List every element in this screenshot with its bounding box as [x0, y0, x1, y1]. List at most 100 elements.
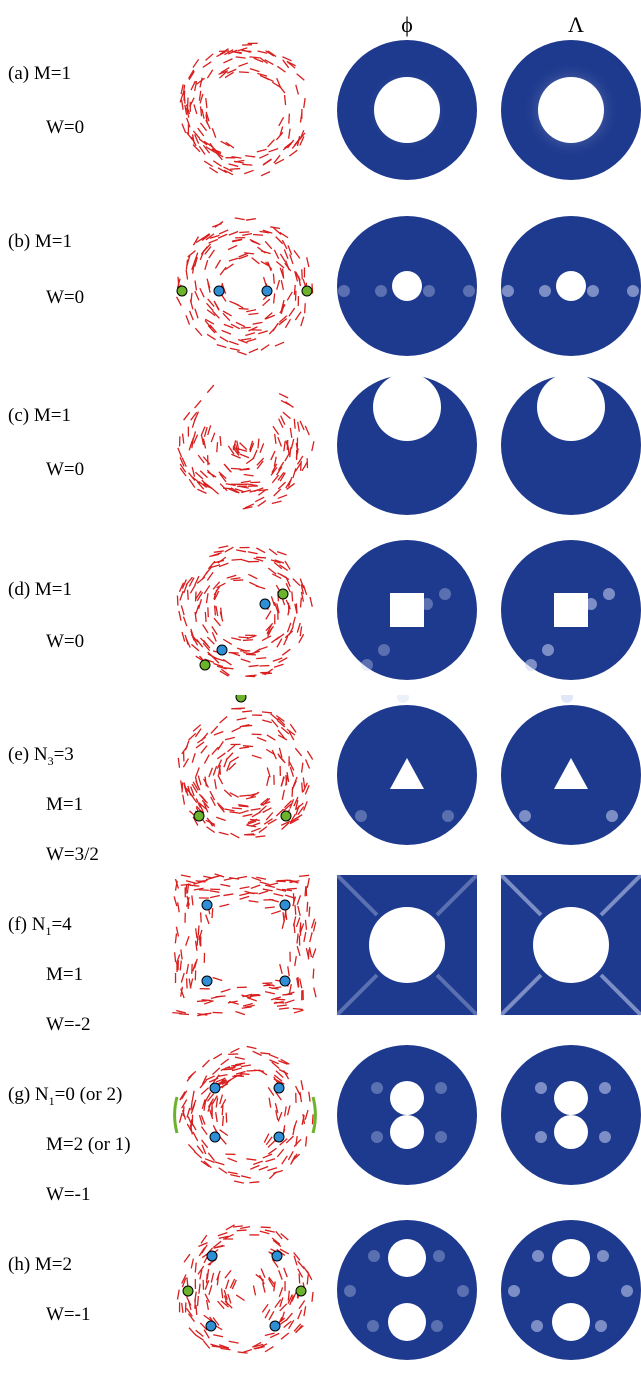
director-dash [249, 442, 255, 453]
director-dash [221, 1080, 230, 1089]
lambda-field-f [499, 873, 641, 1017]
director-dash [279, 564, 288, 572]
lambda-field-h [501, 1220, 641, 1360]
director-dash [219, 1129, 229, 1137]
director-dash [294, 1085, 301, 1096]
director-dash [190, 1100, 193, 1111]
row-f-label-line-2: W=-2 [46, 1015, 90, 1034]
director-dash [283, 94, 287, 106]
row-c-label-line-0: (c) M=1 [8, 406, 71, 425]
director-dash [188, 310, 194, 321]
director-dash [199, 77, 203, 88]
director-dash [187, 1313, 195, 1323]
director-dash [206, 302, 214, 312]
director-dash [195, 767, 200, 778]
defect-streaks [519, 695, 618, 822]
director-dash [290, 815, 301, 823]
director-dash [210, 487, 219, 495]
director-dash [209, 1109, 214, 1120]
director-dash [264, 312, 273, 320]
director-dash [220, 1065, 231, 1072]
director-dash [293, 1138, 302, 1147]
director-dash [202, 438, 207, 449]
director-dash [224, 736, 235, 741]
director-dash [261, 635, 272, 642]
director-dash [283, 1106, 287, 1117]
director-dash [212, 160, 223, 167]
director-dash [203, 754, 210, 764]
director-dash [211, 552, 222, 557]
label-subscript: 1 [48, 1093, 55, 1108]
director-dash [197, 879, 208, 883]
director-dash [210, 564, 221, 569]
director-dash [263, 818, 273, 825]
director-dash [199, 93, 204, 104]
director-dash [284, 560, 291, 570]
director-dash [296, 895, 302, 905]
director-dash [288, 731, 295, 741]
defect-minus-marker [271, 1250, 283, 1262]
director-dash [190, 411, 198, 421]
director-dash [197, 454, 205, 464]
director-dash [256, 657, 267, 660]
director-dash [180, 949, 183, 960]
director-dash [243, 473, 254, 477]
director-dash [208, 238, 219, 244]
director-dash [227, 1293, 232, 1304]
director-dash [298, 1273, 301, 1284]
director-dash [237, 47, 248, 52]
phi-field-e [337, 695, 477, 845]
director-dash [216, 1270, 221, 1281]
director-dash [259, 153, 269, 159]
row-tag: (f) [8, 914, 32, 935]
director-dash [250, 884, 261, 890]
director-dash [278, 1007, 289, 1010]
director-dash [231, 807, 242, 810]
director-dash [278, 1287, 284, 1298]
director-dash [192, 144, 201, 153]
director-dash [185, 883, 188, 894]
director-dash [283, 1320, 292, 1328]
director-dash [177, 447, 183, 458]
director-dash [308, 906, 311, 917]
director-dash [218, 1235, 229, 1240]
director-dash [204, 776, 208, 787]
defect-minus-marker [213, 285, 225, 297]
phi-column-header: ϕ [401, 12, 413, 37]
director-dash [199, 122, 208, 132]
director-dash [306, 1270, 313, 1281]
director-dash [265, 622, 274, 632]
director-dash [279, 1303, 288, 1312]
director-dash [295, 917, 301, 928]
director-dash [206, 333, 216, 341]
director-dash [254, 496, 265, 503]
director-dash [285, 1312, 293, 1322]
director-dash [185, 107, 190, 118]
director-dash [295, 603, 298, 614]
director-dash [296, 933, 299, 944]
director-dash [248, 348, 259, 354]
row-h-label-line-1: W=-1 [46, 1305, 90, 1324]
director-dash [211, 128, 217, 138]
director-dash [181, 123, 187, 134]
director-dash [289, 766, 295, 777]
director-dash [225, 752, 234, 761]
director-dash [189, 884, 200, 887]
director-dash [247, 551, 258, 555]
director-dashes [179, 42, 306, 177]
boundary-arc-left [173, 1096, 179, 1134]
director-dash [231, 1064, 242, 1067]
director-dash [236, 717, 247, 721]
director-dash [299, 578, 305, 589]
director-dash [230, 323, 241, 330]
director-dash [209, 324, 217, 333]
director-dash [268, 326, 277, 335]
label-text: M=1 [33, 405, 71, 426]
director-dash [304, 784, 310, 795]
director-dash [200, 426, 206, 437]
director-dash [271, 1237, 281, 1245]
director-dash [252, 449, 258, 460]
defect-minus-marker [279, 899, 291, 911]
director-dash [194, 611, 197, 622]
director-dash [227, 744, 236, 753]
